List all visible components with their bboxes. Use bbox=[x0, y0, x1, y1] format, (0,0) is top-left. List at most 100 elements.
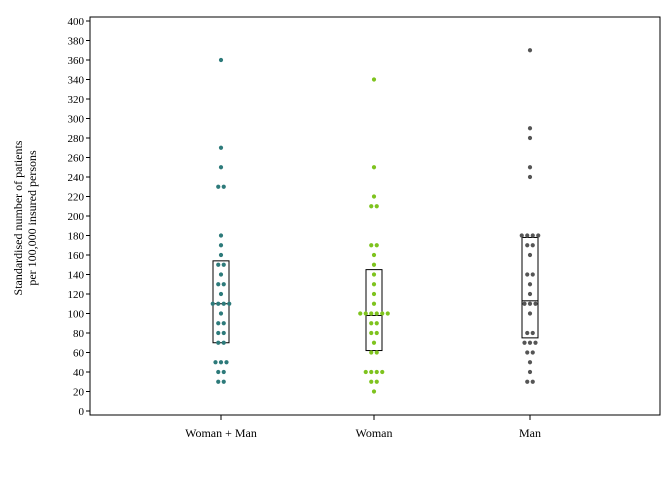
data-point bbox=[530, 272, 535, 277]
data-point bbox=[369, 330, 374, 336]
data-point bbox=[530, 379, 535, 384]
y-tick-label: 200 bbox=[68, 211, 85, 223]
y-tick-label: 140 bbox=[68, 270, 85, 282]
data-point bbox=[527, 252, 533, 258]
data-point bbox=[371, 262, 377, 267]
y-tick-label: 240 bbox=[68, 172, 85, 184]
y-tick-label: 120 bbox=[68, 289, 85, 301]
data-point bbox=[369, 311, 374, 316]
data-point bbox=[218, 243, 224, 248]
data-point bbox=[216, 340, 221, 345]
data-point bbox=[371, 291, 377, 297]
y-axis-title-line-1: Standardised number of patients bbox=[11, 140, 25, 295]
data-point bbox=[221, 301, 226, 306]
y-tick-label: 340 bbox=[68, 75, 85, 87]
data-point bbox=[216, 379, 221, 384]
y-tick-label: 60 bbox=[73, 348, 85, 360]
data-point bbox=[371, 389, 377, 394]
data-point bbox=[533, 301, 538, 306]
x-tick-label: Man bbox=[519, 426, 541, 440]
data-point bbox=[369, 379, 374, 384]
y-axis-title-line-2: per 100,000 insured persons bbox=[25, 150, 39, 286]
data-point bbox=[530, 330, 535, 336]
data-point bbox=[369, 369, 374, 375]
data-point bbox=[530, 243, 535, 248]
data-point bbox=[369, 204, 374, 209]
data-point bbox=[527, 340, 533, 345]
data-point bbox=[380, 311, 385, 316]
data-point bbox=[527, 48, 533, 53]
data-point bbox=[371, 252, 377, 258]
data-point bbox=[374, 204, 379, 209]
data-point bbox=[221, 379, 226, 384]
data-point bbox=[527, 135, 533, 141]
data-point bbox=[527, 126, 533, 131]
x-axis: Woman + Man Woman Man bbox=[185, 415, 541, 440]
data-point bbox=[374, 243, 379, 248]
data-point bbox=[525, 233, 530, 238]
data-point bbox=[371, 340, 377, 345]
data-point bbox=[525, 350, 530, 355]
data-point bbox=[218, 291, 224, 297]
data-point bbox=[371, 194, 377, 199]
data-point bbox=[385, 311, 390, 316]
data-point bbox=[216, 184, 221, 189]
data-point bbox=[519, 233, 524, 238]
data-point bbox=[224, 360, 229, 365]
data-point bbox=[374, 350, 379, 355]
y-tick-label: 40 bbox=[73, 367, 85, 379]
data-point bbox=[221, 321, 226, 326]
data-point bbox=[522, 340, 527, 345]
y-axis: 0 20 40 60 80 100 120 140 160 180 200 220 240 260 280 3… bbox=[68, 16, 90, 418]
y-tick-label: 380 bbox=[68, 36, 85, 48]
y-tick-label: 80 bbox=[73, 328, 85, 340]
data-point bbox=[227, 301, 232, 306]
data-point bbox=[527, 360, 533, 365]
y-tick-label: 300 bbox=[68, 114, 85, 126]
y-tick-label: 280 bbox=[68, 133, 85, 145]
data-point bbox=[374, 330, 379, 336]
y-tick-label: 180 bbox=[68, 231, 85, 243]
data-point bbox=[218, 360, 224, 365]
data-point bbox=[218, 272, 224, 277]
data-point bbox=[213, 360, 218, 365]
data-point bbox=[522, 301, 527, 306]
data-point bbox=[371, 272, 377, 277]
data-point bbox=[525, 330, 530, 336]
data-point bbox=[369, 350, 374, 355]
data-point bbox=[530, 233, 535, 238]
iqr-box bbox=[365, 269, 383, 352]
data-point bbox=[218, 165, 224, 170]
data-point bbox=[218, 311, 224, 316]
data-point bbox=[216, 301, 221, 306]
data-point bbox=[218, 252, 224, 258]
data-point bbox=[221, 330, 226, 336]
data-point bbox=[530, 350, 535, 355]
data-point bbox=[216, 321, 221, 326]
data-point bbox=[374, 369, 379, 375]
data-point bbox=[218, 233, 224, 238]
iqr-box bbox=[521, 236, 539, 339]
data-point bbox=[369, 243, 374, 248]
data-point bbox=[371, 77, 377, 82]
y-tick-label: 220 bbox=[68, 192, 85, 204]
data-point bbox=[527, 369, 533, 375]
data-point bbox=[527, 301, 533, 306]
data-point bbox=[525, 272, 530, 277]
data-point bbox=[216, 369, 221, 375]
data-point bbox=[369, 321, 374, 326]
y-tick-label: 320 bbox=[68, 94, 85, 106]
y-tick-label: 400 bbox=[68, 16, 85, 28]
y-tick-label: 360 bbox=[68, 55, 85, 67]
data-point bbox=[527, 291, 533, 297]
y-tick-label: 260 bbox=[68, 153, 85, 165]
y-tick-label: 20 bbox=[73, 387, 85, 399]
data-point bbox=[221, 262, 226, 267]
data-point bbox=[358, 311, 363, 316]
plot-frame bbox=[89, 16, 661, 416]
data-point bbox=[216, 262, 221, 267]
data-point bbox=[221, 340, 226, 345]
data-point bbox=[363, 311, 368, 316]
data-point bbox=[527, 311, 533, 316]
